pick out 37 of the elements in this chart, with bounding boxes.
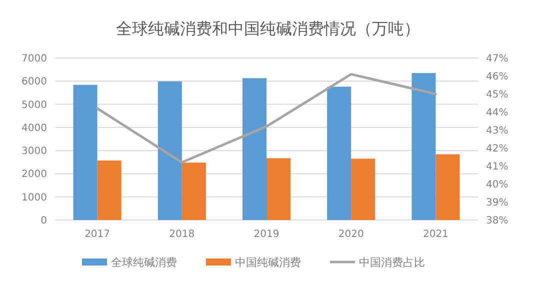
legend-label: 全球纯碱消费: [111, 256, 177, 269]
legend-label: 中国纯碱消费: [235, 256, 301, 269]
bar: [327, 86, 352, 220]
x-tick-label: 2019: [254, 229, 280, 240]
y2-tick-label: 39%: [486, 198, 508, 208]
y2-tick-label: 47%: [486, 54, 508, 64]
y-tick-label: 7000: [22, 54, 47, 64]
y-tick-label: 2000: [22, 169, 47, 180]
y-tick-label: 6000: [22, 76, 47, 88]
y2-tick-label: 38%: [486, 216, 508, 226]
y-tick-label: 0: [40, 216, 47, 226]
x-tick-label: 2020: [338, 229, 364, 240]
bar: [158, 81, 182, 220]
y-tick-label: 4000: [22, 122, 47, 134]
y2-tick-label: 44%: [486, 108, 508, 118]
y2-tick-label: 43%: [486, 126, 508, 136]
legend-label: 中国消费占比: [359, 256, 425, 269]
x-tick-label: 2021: [422, 229, 448, 240]
y2-tick-label: 41%: [486, 162, 508, 172]
y2-tick-label: 46%: [486, 72, 508, 82]
bar: [436, 154, 460, 220]
y2-tick-label: 40%: [486, 180, 508, 190]
y-tick-label: 1000: [22, 192, 47, 204]
bar: [182, 162, 206, 220]
bar: [266, 158, 290, 220]
y-tick-label: 3000: [22, 146, 47, 158]
y2-tick-label: 42%: [486, 144, 508, 154]
bar: [73, 84, 98, 220]
y2-tick-label: 45%: [486, 90, 508, 100]
bar: [412, 73, 436, 220]
x-tick-label: 2018: [169, 229, 195, 240]
chart-title: 全球纯碱消费和中国纯碱消费情况（万吨）: [116, 19, 420, 38]
x-tick-label: 2017: [84, 229, 110, 240]
y-tick-label: 5000: [22, 100, 47, 111]
bar: [97, 160, 122, 220]
bar: [242, 78, 266, 220]
bar: [351, 158, 376, 220]
